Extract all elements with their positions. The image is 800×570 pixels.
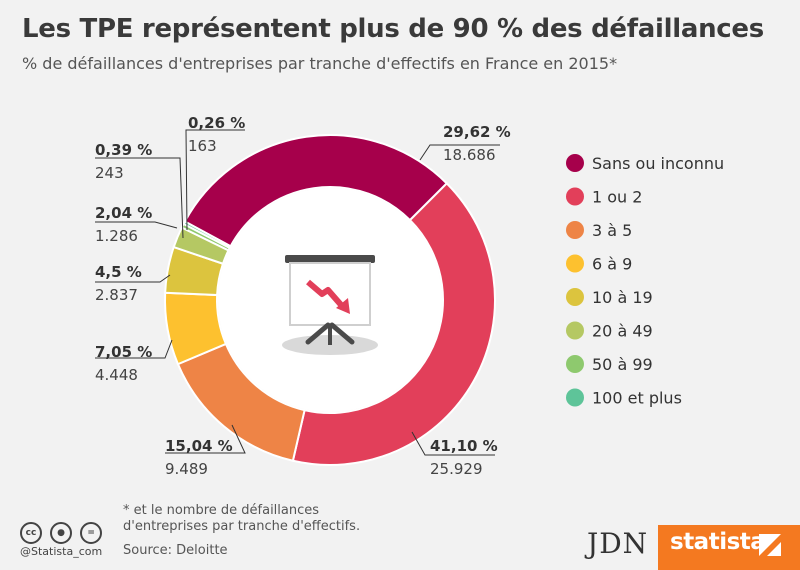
license-icons: cc ● = xyxy=(20,520,105,544)
legend-swatch-0 xyxy=(566,154,584,172)
percent-label-7: 0,26 % xyxy=(188,114,245,132)
legend-swatch-4 xyxy=(566,288,584,306)
leader-line-3 xyxy=(95,339,173,359)
leader-line-5 xyxy=(95,221,178,229)
legend-label-0: Sans ou inconnu xyxy=(592,154,724,173)
slice-7 xyxy=(182,220,232,250)
chart-subtitle: % de défaillances d'entreprises par tran… xyxy=(22,54,618,73)
leader-line-0 xyxy=(419,144,500,161)
percent-label-1: 41,10 % xyxy=(430,437,498,455)
legend-label-3: 6 à 9 xyxy=(592,255,632,274)
legend-label-6: 50 à 99 xyxy=(592,355,653,374)
count-label-7: 163 xyxy=(188,137,217,155)
statista-mark-icon xyxy=(759,534,781,556)
slice-1 xyxy=(291,181,496,466)
legend-label-5: 20 à 49 xyxy=(592,322,653,341)
legend-swatch-6 xyxy=(566,355,584,373)
count-label-4: 2.837 xyxy=(95,286,138,304)
legend-label-4: 10 à 19 xyxy=(592,288,653,307)
percent-label-4: 4,5 % xyxy=(95,263,142,281)
leader-lines xyxy=(95,129,500,456)
legend-label-7: 100 et plus xyxy=(592,389,682,408)
legend-label-2: 3 à 5 xyxy=(592,221,632,240)
legend-label-1: 1 ou 2 xyxy=(592,188,642,207)
percent-label-5: 2,04 % xyxy=(95,204,152,222)
legend: Sans ou inconnu 1 ou 2 3 à 5 6 à 9 10 à 19 20… xyxy=(566,154,724,408)
statista-handle: @Statista_com xyxy=(20,545,103,558)
leader-line-6 xyxy=(95,157,184,239)
percent-label-2: 15,04 % xyxy=(165,437,233,455)
no-derivatives-icon: = xyxy=(80,522,103,544)
slice-labels: 29,62 % 18.686 41,10 % 25.929 15,04 % 9.489 7,… xyxy=(95,114,511,478)
percent-label-0: 29,62 % xyxy=(443,123,511,141)
legend-swatch-7 xyxy=(566,388,584,407)
footnote: * et le nombre de défaillances d'entrepr… xyxy=(123,503,361,534)
cc-icon: cc xyxy=(20,522,42,544)
count-label-1: 25.929 xyxy=(430,460,483,478)
percent-label-3: 7,05 % xyxy=(95,343,152,361)
leader-line-7 xyxy=(185,129,245,231)
legend-swatch-3 xyxy=(566,254,584,273)
count-label-2: 9.489 xyxy=(165,460,208,478)
count-label-5: 1.286 xyxy=(95,227,138,245)
presentation-board-icon xyxy=(282,255,378,355)
count-label-3: 4.448 xyxy=(95,366,138,384)
leader-line-4 xyxy=(95,274,171,283)
source-text: Source: Deloitte xyxy=(123,543,228,558)
donut-chart: 29,62 % 18.686 41,10 % 25.929 15,04 % 9.489 7,… xyxy=(95,114,724,478)
chart-title: Les TPE représentent plus de 90 % des dé… xyxy=(22,14,764,44)
legend-swatch-2 xyxy=(566,221,584,239)
legend-swatch-5 xyxy=(566,321,584,340)
leader-line-1 xyxy=(411,431,495,456)
count-label-6: 243 xyxy=(95,164,124,182)
statista-logo: statista xyxy=(670,529,766,555)
slice-0 xyxy=(183,134,449,248)
percent-label-6: 0,39 % xyxy=(95,141,152,159)
count-label-0: 18.686 xyxy=(443,146,496,164)
legend-swatch-1 xyxy=(566,187,584,206)
attribution-icon: ● xyxy=(50,522,73,544)
jdn-logo: JDN xyxy=(587,527,649,560)
leader-line-2 xyxy=(165,424,246,454)
